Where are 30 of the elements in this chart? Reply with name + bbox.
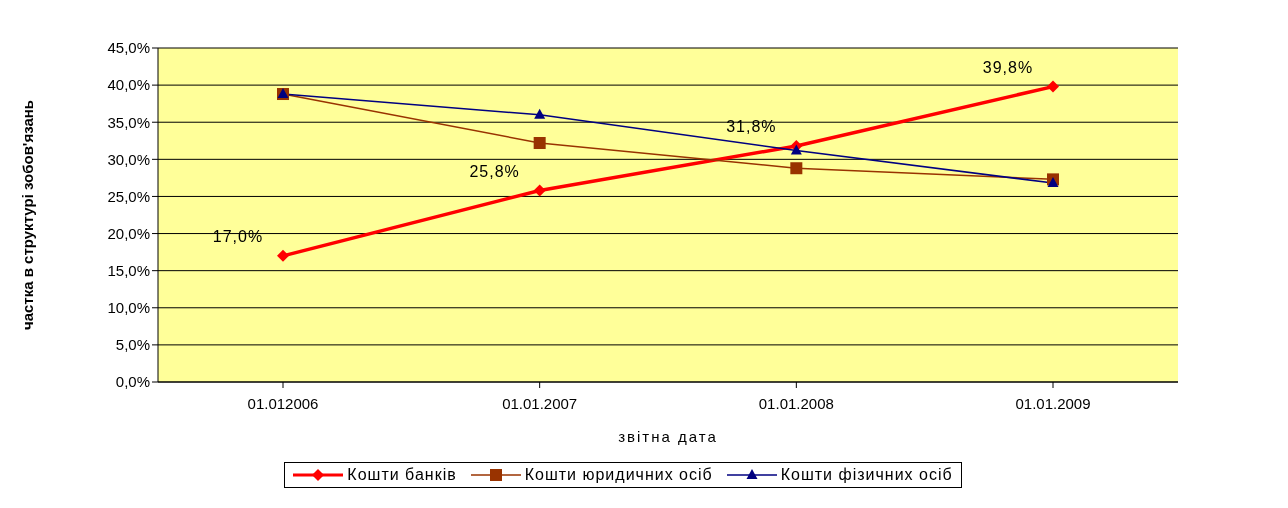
point [277, 249, 289, 262]
legend-label: Кошти юридичних осіб [524, 466, 713, 484]
data-label: 39,8% [982, 58, 1034, 76]
x-tick-label: 01.01.2008 [758, 394, 834, 412]
legend-label: Кошти банків [347, 466, 457, 484]
y-tick-label: 45,0% [107, 39, 150, 57]
y-axis-title: частка в структурі зобов'язань [19, 99, 37, 331]
legend-label: Кошти фізичних осіб [780, 466, 953, 484]
point [790, 162, 803, 175]
y-tick-label: 40,0% [107, 76, 150, 94]
point [533, 137, 546, 149]
point [790, 144, 802, 155]
y-tick-label: 20,0% [107, 224, 150, 242]
y-tick-label: 0,0% [115, 373, 150, 391]
data-label: 31,8% [726, 117, 777, 135]
point [533, 184, 546, 197]
y-tick-label: 15,0% [107, 261, 150, 279]
x-axis-title: звітна дата [618, 428, 718, 445]
x-tick-label: 01.012006 [247, 394, 319, 412]
data-label: 25,8% [469, 162, 520, 180]
y-tick-label: 5,0% [115, 336, 150, 354]
y-tick-label: 35,0% [107, 113, 150, 131]
point [1047, 177, 1059, 188]
point [1047, 80, 1059, 93]
x-tick-label: 01.01.2009 [1015, 394, 1091, 412]
y-tick-label: 30,0% [107, 150, 150, 168]
x-tick-label: 01.01.2007 [502, 394, 578, 412]
point [534, 108, 546, 119]
y-tick-label: 25,0% [107, 187, 150, 205]
y-tick-label: 10,0% [107, 299, 150, 317]
